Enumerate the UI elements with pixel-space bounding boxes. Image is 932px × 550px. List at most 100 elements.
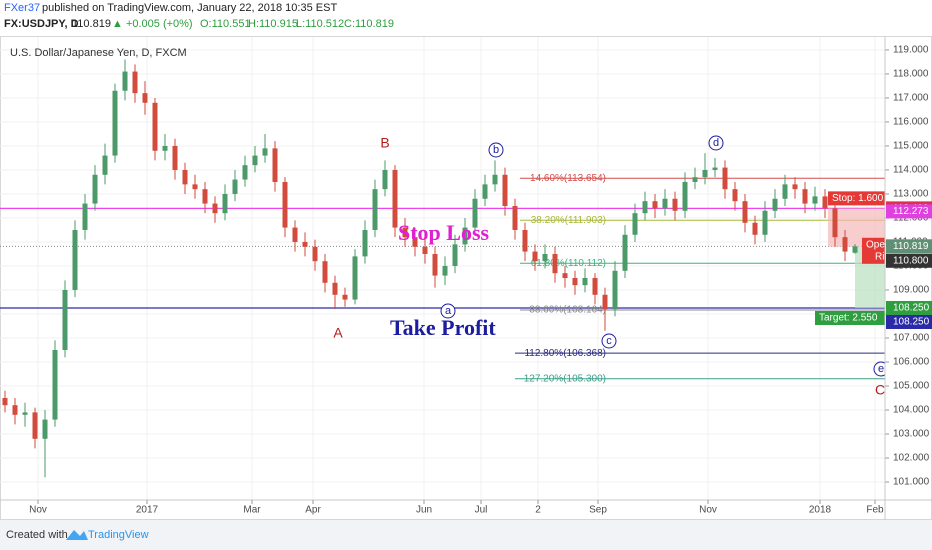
candle-body	[752, 222, 758, 235]
y-tick-label: 101.000	[893, 477, 930, 488]
candle-body	[122, 71, 128, 91]
candle-body	[402, 227, 408, 238]
candle-body	[82, 203, 88, 230]
candle-body	[202, 189, 208, 204]
candle-body	[492, 174, 498, 185]
candle-body	[92, 174, 98, 204]
wave-label: b	[493, 144, 499, 156]
candle-body	[542, 253, 548, 262]
candle-body	[762, 210, 768, 235]
price-badge-label: 110.800	[893, 255, 929, 266]
candle-body	[142, 93, 148, 103]
candle-body	[32, 412, 38, 439]
wave-circle	[488, 142, 504, 158]
candle-body	[722, 167, 728, 190]
candle-body	[772, 198, 778, 211]
candle-body	[322, 261, 328, 283]
candle-body	[812, 196, 818, 204]
x-tick-label: Apr	[305, 505, 321, 516]
y-tick-label: 115.000	[893, 141, 929, 152]
candle-body	[832, 208, 838, 238]
x-tick-label: Nov	[29, 505, 47, 516]
stop-label: Stop: 1.600	[832, 193, 884, 204]
x-tick-label: Feb	[866, 505, 884, 516]
candle-body	[72, 229, 78, 290]
x-tick-label: Jul	[475, 505, 488, 516]
symbol: FX:USDJPY, D	[4, 18, 79, 30]
logo	[66, 530, 88, 540]
candle-body	[362, 229, 368, 257]
author[interactable]: FXer37	[4, 2, 40, 14]
wave-circle	[873, 361, 885, 377]
wave-label: A	[333, 325, 343, 341]
wave-label: d	[713, 137, 719, 149]
candle-body	[652, 201, 658, 209]
y-tick-label: 105.000	[893, 381, 930, 392]
target-badge	[815, 310, 885, 325]
wave-label: c	[606, 335, 612, 347]
y-tick-label: 116.000	[893, 117, 929, 128]
candle-body	[12, 405, 18, 415]
ohlc-value: H:110.915	[248, 18, 298, 30]
candle-body	[262, 148, 268, 156]
candle-body	[382, 169, 388, 190]
candle-body	[632, 213, 638, 235]
candle-body	[842, 237, 848, 252]
candle-body	[552, 253, 558, 274]
candle-body	[62, 289, 68, 350]
y-tick-label: 106.000	[893, 357, 930, 368]
candle-body	[192, 184, 198, 190]
candle-body	[212, 203, 218, 214]
price-badge	[886, 253, 932, 268]
candle-body	[242, 165, 248, 180]
x-tick-label: Jun	[416, 505, 432, 516]
candle-body	[22, 412, 28, 415]
candle-body	[512, 205, 518, 230]
candle-body	[332, 282, 338, 295]
candle-body	[442, 265, 448, 276]
change: ▲ +0.005 (+0%)	[112, 18, 193, 30]
y-tick-label: 103.000	[893, 429, 930, 440]
target-label: Target: 2.550	[819, 313, 878, 324]
candle-body	[132, 71, 138, 94]
price-axis: 101.000 102.000 103.000 104.000 105.000 106.0…	[885, 45, 932, 488]
candle-body	[172, 145, 178, 170]
footer-created: Created with	[6, 529, 68, 541]
annotation: Stop Loss	[398, 220, 490, 245]
y-tick-label: 114.000	[893, 165, 929, 176]
price-badge-label: 108.250	[893, 317, 930, 328]
candle-body	[412, 237, 418, 247]
price-badge-label: 108.250	[893, 303, 930, 314]
footer-brand[interactable]: TradingView	[88, 529, 149, 541]
candle-body	[822, 196, 828, 209]
x-tick-label: Sep	[589, 505, 607, 516]
wave-circle	[708, 135, 724, 151]
open-label: Ope	[866, 239, 885, 250]
x-tick-label: 2018	[809, 505, 832, 516]
candle-body	[572, 277, 578, 286]
fib-label: 112.80%(106.368)	[524, 348, 606, 359]
fib-label: 38.20%(111.903)	[531, 215, 606, 226]
candle-body	[662, 198, 668, 209]
y-tick-label: 109.000	[893, 285, 930, 296]
ohlc-value: L:110.512	[296, 18, 344, 30]
candle-body	[682, 181, 688, 211]
candle-body	[602, 294, 608, 310]
candle-body	[42, 419, 48, 439]
candle-body	[2, 397, 8, 406]
candle-body	[802, 189, 808, 204]
y-tick-label: 118.000	[893, 69, 929, 80]
y-tick-label: 107.000	[893, 333, 930, 344]
x-tick-label: 2	[535, 505, 541, 516]
candle-body	[112, 90, 118, 156]
candle-body	[152, 102, 158, 151]
candle-body	[692, 177, 698, 182]
ohlc-value: O:110.551	[200, 18, 251, 30]
candle-body	[462, 227, 468, 245]
candle-body	[432, 253, 438, 276]
fib-label: 88.60%(108.164)	[529, 305, 606, 316]
fib-label: 61.80%(110.112)	[531, 258, 606, 269]
